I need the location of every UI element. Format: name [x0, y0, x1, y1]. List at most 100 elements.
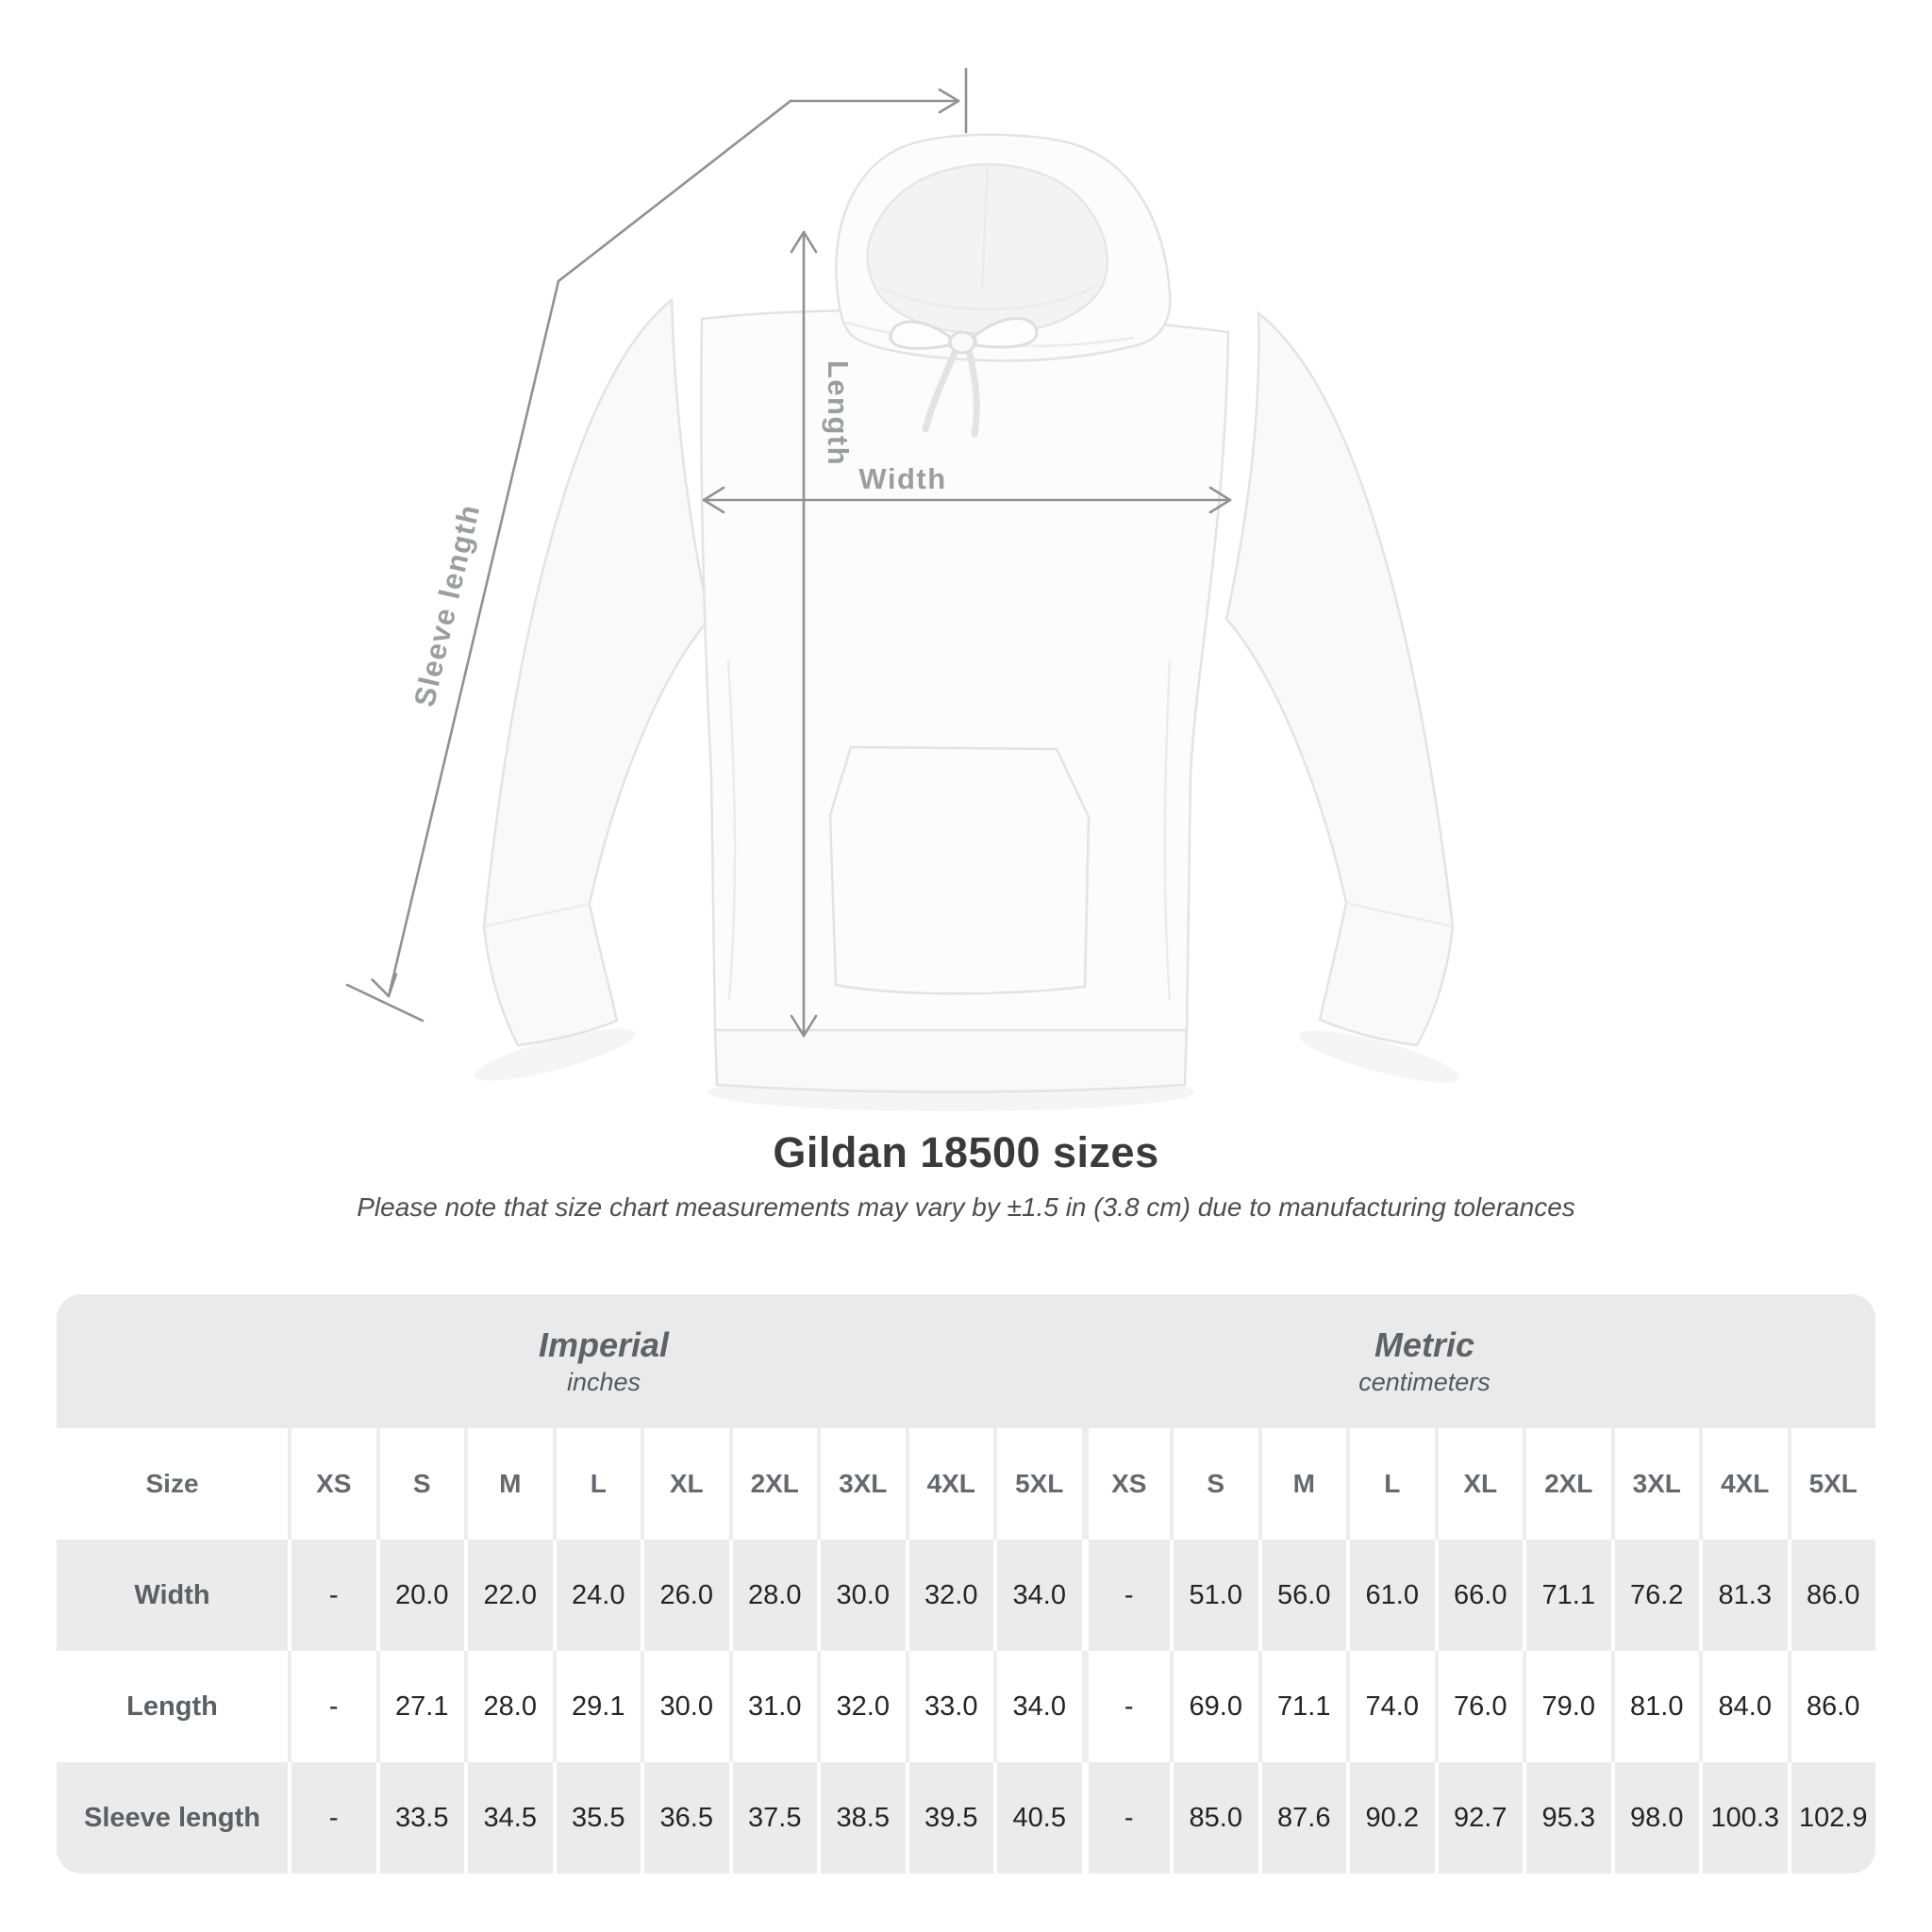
- unit-band: Imperial inches Metric centimeters: [57, 1294, 1875, 1428]
- value-cell: 79.0: [1523, 1651, 1611, 1762]
- value-cell: 69.0: [1170, 1651, 1258, 1762]
- table-row: Length -27.1 28.0 29.1 30.0 31.0 32.0 33.0 34.0-…: [57, 1651, 1875, 1762]
- size-header-cell: 3XL: [817, 1428, 906, 1540]
- value-cell: -: [288, 1540, 376, 1651]
- row-label: Width: [134, 1579, 210, 1610]
- left-sleeve: [482, 297, 711, 1047]
- value-cell: 20.0: [375, 1540, 465, 1651]
- size-chart-table: Imperial inches Metric centimeters Size X…: [57, 1294, 1875, 1874]
- imperial-title: Imperial: [538, 1325, 670, 1364]
- value-cell: 74.0: [1346, 1651, 1435, 1762]
- value-cell: -: [288, 1762, 376, 1874]
- body-crease: [1163, 659, 1172, 1001]
- kangaroo-pocket: [828, 745, 1091, 995]
- value-cell: 28.0: [464, 1651, 553, 1762]
- value-cell: 29.1: [552, 1651, 641, 1762]
- value-cell: 34.0: [993, 1540, 1082, 1651]
- row-label: Length: [126, 1690, 218, 1722]
- value-cell: 36.5: [641, 1762, 729, 1874]
- width-label: Width: [858, 462, 946, 495]
- imperial-unit: inches: [566, 1368, 641, 1396]
- value-cell: 22.0: [464, 1540, 553, 1651]
- value-cell: 95.3: [1523, 1762, 1611, 1874]
- value-cell: 81.3: [1699, 1540, 1788, 1651]
- value-cell: 40.5: [993, 1762, 1082, 1874]
- length-line: [790, 230, 818, 1038]
- arrow-down-icon: [371, 973, 398, 998]
- value-cell: 87.6: [1257, 1762, 1347, 1874]
- hem-band: [713, 1028, 1189, 1093]
- imperial-group-header: Imperial inches: [539, 1294, 669, 1428]
- drawstring-bow: [889, 317, 1039, 438]
- sleeve-length-label: Sleeve length: [408, 501, 486, 710]
- value-cell: 92.7: [1434, 1762, 1524, 1874]
- value-cell: 34.5: [464, 1762, 553, 1874]
- value-cell: 33.5: [375, 1762, 465, 1874]
- value-cell: -: [1081, 1762, 1171, 1874]
- value-cell: 27.1: [375, 1651, 465, 1762]
- size-header-cell: 4XL: [1699, 1428, 1788, 1540]
- value-cell: 32.0: [905, 1540, 994, 1651]
- size-header-cell: 5XL: [993, 1428, 1082, 1540]
- value-cell: 71.1: [1257, 1651, 1347, 1762]
- value-cell: 86.0: [1787, 1540, 1876, 1651]
- table-row: Sleeve length -33.5 34.5 35.5 36.5 37.5 38.5 39…: [57, 1762, 1875, 1874]
- value-cell: 90.2: [1346, 1762, 1435, 1874]
- value-cell: 61.0: [1346, 1540, 1435, 1651]
- value-cell: 100.3: [1699, 1762, 1788, 1874]
- arrow-right-icon: [938, 88, 960, 114]
- left-cuff-seam: [483, 902, 591, 928]
- size-header-cell: S: [1170, 1428, 1258, 1540]
- body-crease: [726, 659, 737, 1001]
- arrow-right-icon: [1208, 486, 1232, 514]
- value-cell: 30.0: [817, 1540, 906, 1651]
- value-cell: 37.5: [728, 1762, 818, 1874]
- arrow-down-icon: [790, 1014, 818, 1038]
- page-title: Gildan 18500 sizes: [773, 1128, 1159, 1176]
- size-header-cell: M: [464, 1428, 553, 1540]
- value-cell: 102.9: [1787, 1762, 1876, 1874]
- value-cell: 33.0: [905, 1651, 994, 1762]
- value-cell: 66.0: [1434, 1540, 1524, 1651]
- size-column-header: Size: [145, 1469, 199, 1498]
- arrow-up-icon: [790, 230, 818, 254]
- value-cell: 56.0: [1257, 1540, 1347, 1651]
- value-cell: 38.5: [817, 1762, 906, 1874]
- value-cell: 85.0: [1170, 1762, 1258, 1874]
- metric-title: Metric: [1374, 1325, 1475, 1364]
- tolerance-note: Please note that size chart measurements…: [357, 1192, 1575, 1222]
- value-cell: 28.0: [728, 1540, 818, 1651]
- size-table-rows: Size XS S M L XL 2XL 3XL 4XL 5XL XS S M L XL 2XL 3XL 4XL 5…: [57, 1428, 1875, 1874]
- size-header-cell: XS: [1081, 1428, 1171, 1540]
- value-cell: -: [1081, 1651, 1171, 1762]
- row-label: Sleeve length: [84, 1802, 260, 1833]
- size-header-cell: 3XL: [1610, 1428, 1700, 1540]
- value-cell: -: [288, 1651, 376, 1762]
- value-cell: 35.5: [552, 1762, 641, 1874]
- value-cell: 31.0: [728, 1651, 818, 1762]
- value-cell: 26.0: [641, 1540, 729, 1651]
- size-header-cell: XL: [641, 1428, 729, 1540]
- metric-group-header: Metric centimeters: [1358, 1294, 1491, 1428]
- right-sleeve: [1224, 310, 1455, 1047]
- width-line: [702, 486, 1232, 514]
- size-header-cell: 2XL: [728, 1428, 818, 1540]
- value-cell: 76.2: [1610, 1540, 1700, 1651]
- value-cell: 34.0: [993, 1651, 1082, 1762]
- value-cell: 98.0: [1610, 1762, 1700, 1874]
- size-header-cell: L: [552, 1428, 641, 1540]
- value-cell: 32.0: [817, 1651, 906, 1762]
- arrow-left-icon: [702, 486, 725, 514]
- sleeve-length-line: [345, 67, 968, 1023]
- value-cell: 76.0: [1434, 1651, 1524, 1762]
- end-tick: [345, 983, 425, 1023]
- size-header-cell: 4XL: [905, 1428, 994, 1540]
- size-header-cell: L: [1346, 1428, 1435, 1540]
- hood-center-seam: [980, 165, 990, 289]
- value-cell: -: [1081, 1540, 1171, 1651]
- metric-unit: centimeters: [1358, 1368, 1491, 1396]
- value-cell: 81.0: [1610, 1651, 1700, 1762]
- size-header-cell: M: [1257, 1428, 1347, 1540]
- hood-lining: [866, 162, 1108, 336]
- table-row: Width -20.0 22.0 24.0 26.0 28.0 30.0 32.0 34.0-5…: [57, 1540, 1875, 1651]
